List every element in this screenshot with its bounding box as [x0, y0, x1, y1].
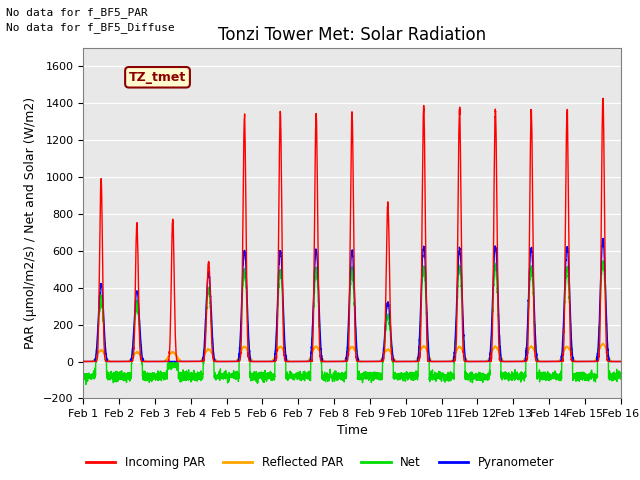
Incoming PAR — [503, 359, 511, 364]
Pyranometer — [599, 236, 607, 241]
Line: Net: Net — [83, 261, 621, 384]
Net — [82, 382, 90, 387]
Net — [617, 376, 625, 382]
Text: TZ_tmet: TZ_tmet — [129, 71, 186, 84]
Incoming PAR — [332, 359, 340, 364]
Pyranometer — [176, 359, 184, 364]
Pyranometer — [79, 359, 87, 364]
Net — [443, 373, 451, 379]
Line: Pyranometer: Pyranometer — [83, 239, 621, 361]
Y-axis label: PAR (μmol/m2/s) / Net and Solar (W/m2): PAR (μmol/m2/s) / Net and Solar (W/m2) — [24, 97, 37, 349]
Net — [503, 373, 511, 379]
Incoming PAR — [176, 359, 184, 364]
Text: No data for f_BF5_Diffuse: No data for f_BF5_Diffuse — [6, 22, 175, 33]
Reflected PAR — [600, 340, 607, 346]
Incoming PAR — [79, 359, 87, 364]
Net — [616, 372, 624, 378]
Pyranometer — [617, 359, 625, 364]
Pyranometer — [503, 359, 511, 364]
Reflected PAR — [79, 359, 87, 364]
Title: Tonzi Tower Met: Solar Radiation: Tonzi Tower Met: Solar Radiation — [218, 25, 486, 44]
Reflected PAR — [332, 359, 340, 364]
Pyranometer — [616, 359, 624, 364]
Incoming PAR — [617, 359, 625, 364]
Incoming PAR — [472, 359, 480, 364]
Legend: Incoming PAR, Reflected PAR, Net, Pyranometer: Incoming PAR, Reflected PAR, Net, Pyrano… — [81, 452, 559, 474]
Reflected PAR — [443, 359, 451, 364]
Net — [79, 375, 87, 381]
Line: Incoming PAR: Incoming PAR — [83, 98, 621, 361]
Incoming PAR — [599, 96, 607, 101]
Net — [599, 258, 607, 264]
Reflected PAR — [176, 357, 184, 363]
Line: Reflected PAR: Reflected PAR — [83, 343, 621, 361]
Net — [332, 375, 340, 381]
Pyranometer — [443, 359, 451, 364]
Net — [472, 374, 480, 380]
Pyranometer — [332, 359, 340, 364]
Reflected PAR — [616, 359, 624, 364]
Pyranometer — [472, 359, 480, 364]
Incoming PAR — [616, 359, 624, 364]
X-axis label: Time: Time — [337, 424, 367, 437]
Net — [176, 372, 184, 378]
Reflected PAR — [503, 359, 511, 364]
Reflected PAR — [617, 359, 625, 364]
Incoming PAR — [443, 359, 451, 364]
Reflected PAR — [472, 359, 480, 364]
Text: No data for f_BF5_PAR: No data for f_BF5_PAR — [6, 7, 148, 18]
